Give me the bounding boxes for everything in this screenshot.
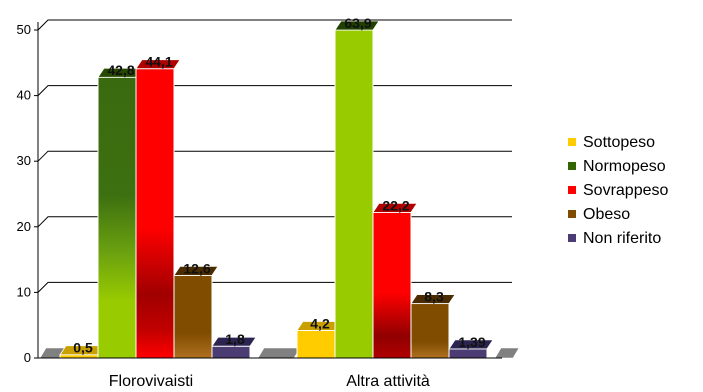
legend-item: Sovrappeso bbox=[568, 182, 668, 199]
bar bbox=[211, 336, 257, 359]
bar bbox=[173, 265, 219, 359]
bar-top bbox=[211, 336, 257, 347]
y-tick-label: 40 bbox=[17, 88, 31, 103]
legend: Sottopeso Normopeso Sovrappeso Obeso Non rif… bbox=[568, 134, 668, 247]
legend-swatch bbox=[568, 210, 576, 218]
bar-front bbox=[211, 345, 251, 359]
legend-item: Normopeso bbox=[568, 158, 666, 175]
category-label: Florovivaisti bbox=[109, 373, 193, 390]
bar-top bbox=[334, 20, 380, 31]
legend-label: Sottopeso bbox=[583, 134, 655, 151]
bar-top bbox=[410, 294, 456, 304]
data-label: 4,2 bbox=[310, 315, 330, 331]
data-label: 42,8 bbox=[107, 62, 134, 78]
legend-item: Sottopeso bbox=[568, 134, 655, 151]
category-label: Altra attività bbox=[346, 373, 430, 390]
bar bbox=[135, 59, 181, 359]
y-tick-label: 10 bbox=[17, 284, 31, 299]
chart-floor-segment bbox=[494, 347, 520, 359]
chart-floor-segment bbox=[257, 347, 301, 359]
data-label: 12,6 bbox=[183, 260, 210, 276]
bar bbox=[372, 202, 418, 359]
bar-front bbox=[334, 29, 374, 359]
bar-front bbox=[97, 76, 137, 359]
bar-front bbox=[296, 329, 336, 359]
bar-front bbox=[410, 303, 450, 359]
bar-top bbox=[135, 59, 181, 70]
bar-front bbox=[372, 211, 412, 359]
y-tick-label: 30 bbox=[17, 153, 31, 168]
legend-swatch bbox=[568, 138, 576, 146]
axes: 0 10 20 30 40 50 Florovivaisti Altra attività bbox=[17, 22, 502, 390]
bar-front bbox=[173, 274, 213, 359]
data-label: 0,5 bbox=[73, 340, 93, 356]
legend-swatch bbox=[568, 186, 576, 194]
legend-label: Non riferito bbox=[583, 230, 661, 247]
legend-label: Normopeso bbox=[583, 158, 666, 175]
legend-label: Obeso bbox=[583, 206, 630, 223]
bar bbox=[410, 294, 456, 359]
data-label: 63,9 bbox=[344, 15, 371, 31]
bars bbox=[59, 20, 494, 359]
data-label: 1,39 bbox=[458, 334, 485, 350]
gridline bbox=[37, 19, 512, 31]
data-label: 44,1 bbox=[145, 54, 172, 70]
legend-swatch bbox=[568, 162, 576, 170]
data-label: 1,8 bbox=[225, 331, 245, 347]
y-tick-label: 50 bbox=[17, 22, 31, 37]
legend-item: Obeso bbox=[568, 206, 630, 223]
bar-top bbox=[448, 339, 494, 350]
bar-front bbox=[448, 348, 488, 359]
legend-item: Non riferito bbox=[568, 230, 661, 247]
bar-front bbox=[135, 68, 175, 359]
bar bbox=[334, 20, 380, 359]
bar bbox=[97, 67, 143, 359]
legend-swatch bbox=[568, 234, 576, 242]
data-labels: 0,5 42,8 44,1 12,6 1,8 4,2 63,9 22,2 8,3 1,39 bbox=[73, 15, 486, 356]
data-label: 22,2 bbox=[382, 197, 409, 213]
data-label: 8,3 bbox=[424, 289, 444, 305]
y-tick-label: 0 bbox=[24, 350, 31, 365]
y-tick-label: 20 bbox=[17, 219, 31, 234]
legend-label: Sovrappeso bbox=[583, 182, 668, 199]
bar-top bbox=[173, 265, 219, 276]
bar-top bbox=[372, 202, 418, 213]
